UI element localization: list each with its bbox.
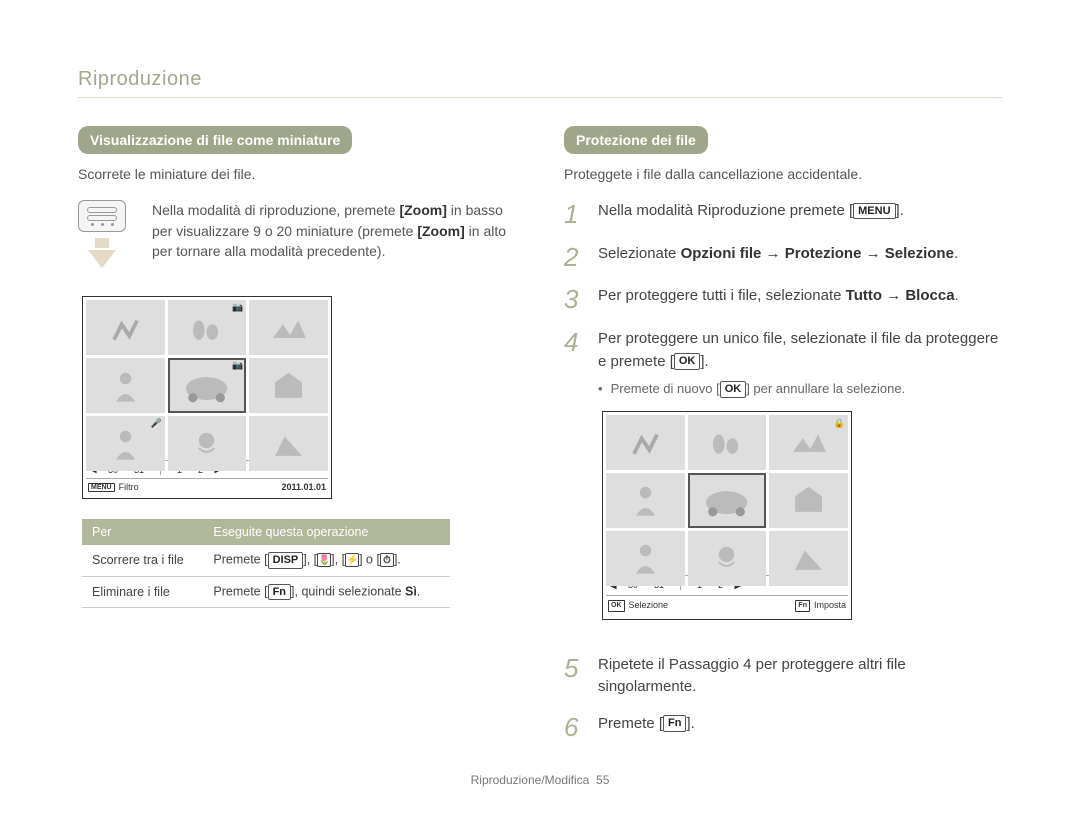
fn-key-icon: Fn (795, 600, 810, 613)
menu-key-icon: MENU (88, 483, 115, 492)
step-item: 4 Per proteggere un unico file, selezion… (564, 328, 1002, 640)
thumbnail (249, 300, 328, 355)
filter-label: Filtro (119, 482, 139, 492)
step-number: 5 (564, 654, 584, 699)
set-label: Imposta (814, 599, 846, 613)
thumbnail (769, 473, 848, 528)
video-icon: 📷 (232, 302, 243, 313)
thumbnail: 📷 (168, 300, 247, 355)
step-number: 1 (564, 200, 584, 229)
step-number: 3 (564, 285, 584, 314)
video-icon: 📷 (232, 360, 243, 371)
ok-key-icon: OK (608, 600, 625, 613)
footer: Riproduzione/Modifica 55 (0, 773, 1080, 787)
step-number: 4 (564, 328, 584, 640)
thumbnail: 🎤 (86, 416, 165, 471)
table-cell: Scorrere tra i file (82, 545, 203, 576)
arrow-down-icon (88, 250, 116, 268)
ok-key-icon: OK (720, 381, 747, 397)
step-sub-bullet: Premete di nuovo [OK] per annullare la s… (598, 379, 1002, 399)
step-item: 2 Selezionate Opzioni file → Protezione … (564, 243, 1002, 272)
page-title: Riproduzione (78, 68, 1002, 98)
table-header: Per (82, 519, 203, 545)
section-pill-thumbnails: Visualizzazione di file come miniature (78, 126, 352, 154)
instruction-table: Per Eseguite questa operazione Scorrere … (82, 519, 450, 608)
table-cell: Eliminare i file (82, 576, 203, 607)
thumbnail-screen-1: 📷 📷 🎤 ◀ 30 31 1 2 ▶ (82, 296, 332, 499)
selection-label: Selezione (629, 599, 669, 613)
table-cell: Premete [Fn], quindi selezionate Sì. (203, 576, 450, 607)
thumbnail (86, 358, 165, 413)
timer-icon: ⏱ (380, 553, 394, 567)
table-row: Scorrere tra i file Premete [DISP], [🌷],… (82, 545, 450, 576)
table-header: Eseguite questa operazione (203, 519, 450, 545)
table-cell: Premete [DISP], [🌷], [⚡] o [⏱]. (203, 545, 450, 576)
table-row: Eliminare i file Premete [Fn], quindi se… (82, 576, 450, 607)
zoom-button-icon (78, 200, 126, 232)
thumbnail (606, 531, 685, 586)
thumbnail (249, 358, 328, 413)
ok-key-icon: OK (674, 353, 701, 369)
fn-key-icon: Fn (663, 715, 686, 731)
right-intro: Proteggete i file dalla cancellazione ac… (564, 164, 1002, 184)
step-item: 6 Premete [Fn]. (564, 713, 1002, 742)
section-pill-protection: Protezione dei file (564, 126, 708, 154)
thumbnail (688, 531, 767, 586)
thumbnail-screen-2: 🔒 ◀ 30 31 (602, 411, 852, 620)
step-item: 1 Nella modalità Riproduzione premete [M… (564, 200, 1002, 229)
thumbnail (688, 415, 767, 470)
audio-icon: 🎤 (150, 418, 161, 429)
right-column: Protezione dei file Proteggete i file da… (564, 126, 1002, 755)
arrow-down-icon (95, 238, 109, 248)
thumbnail (606, 415, 685, 470)
step-item: 3 Per proteggere tutti i file, seleziona… (564, 285, 1002, 314)
step-number: 6 (564, 713, 584, 742)
thumbnail-selected: 📷 (168, 358, 247, 413)
fn-key-icon: Fn (268, 584, 291, 600)
thumbnail: 🔒 (769, 415, 848, 470)
thumbnail (249, 416, 328, 471)
lock-icon: 🔒 (834, 417, 845, 431)
thumbnail (606, 473, 685, 528)
date-label: 2011.01.01 (281, 482, 326, 492)
menu-key-icon: MENU (853, 203, 895, 219)
thumbnail (769, 531, 848, 586)
zoom-instruction: Nella modalità di riproduzione, premete … (78, 200, 516, 268)
thumbnail-selected (688, 473, 767, 528)
thumbnail (86, 300, 165, 355)
macro-icon: 🌷 (317, 553, 331, 567)
disp-key-icon: DISP (268, 552, 304, 568)
steps-list: 1 Nella modalità Riproduzione premete [M… (564, 200, 1002, 741)
step-item: 5 Ripetete il Passaggio 4 per proteggere… (564, 654, 1002, 699)
step-number: 2 (564, 243, 584, 272)
left-intro: Scorrete le miniature dei file. (78, 164, 516, 184)
left-column: Visualizzazione di file come miniature S… (78, 126, 516, 755)
flash-icon: ⚡ (345, 553, 359, 567)
zoom-text: Nella modalità di riproduzione, premete … (152, 200, 516, 268)
thumbnail (168, 416, 247, 471)
